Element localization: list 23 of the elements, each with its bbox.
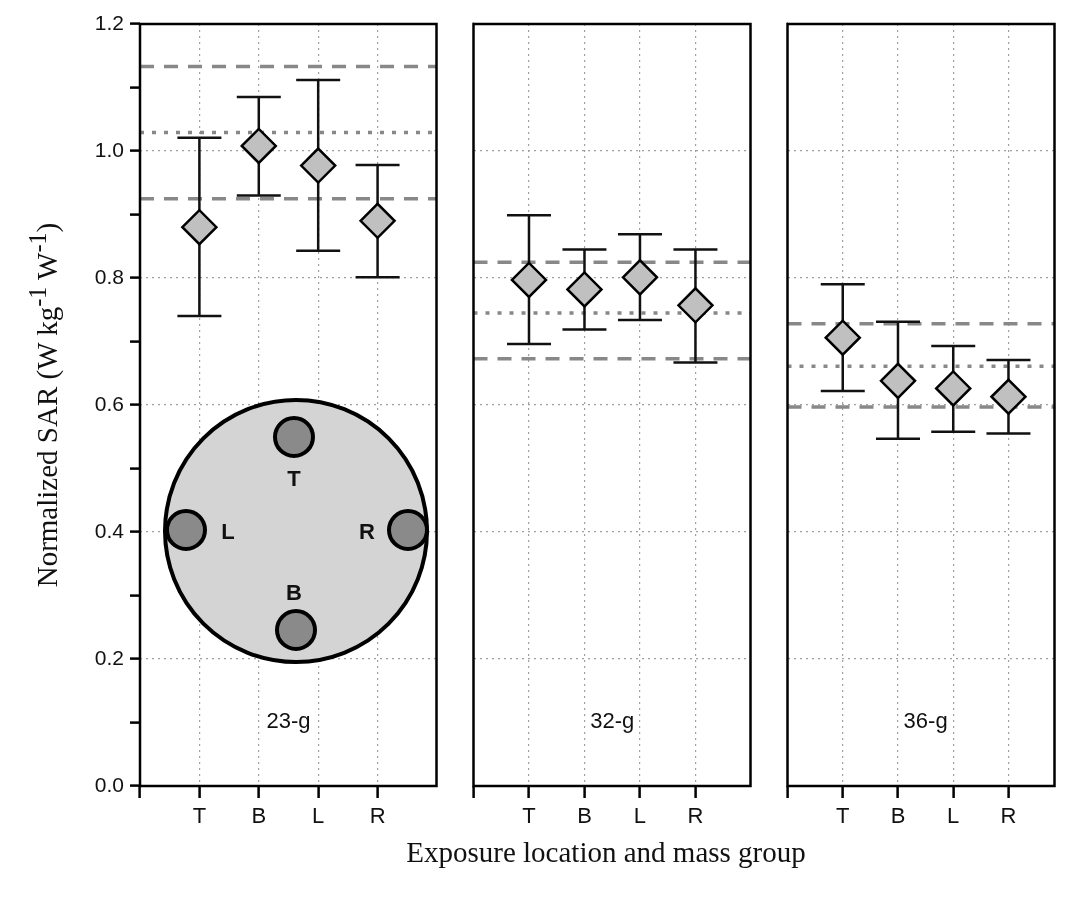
x-tick-label: L	[312, 803, 325, 829]
x-tick-label: R	[369, 803, 386, 829]
x-tick-label: B	[890, 803, 906, 829]
x-tick-label: L	[633, 803, 647, 829]
annotation: 32-g	[590, 708, 635, 734]
y-tick-label: 1.0	[94, 137, 124, 161]
x-tick-label: L	[947, 803, 960, 829]
y-tick-label: 0.4	[94, 518, 125, 542]
x-tick-label: T	[522, 803, 536, 829]
annotation: 36-g	[903, 708, 948, 734]
y-tick-label: 0.2	[94, 645, 124, 669]
x-tick-label: B	[577, 803, 592, 829]
y-tick-label: 0.0	[94, 772, 124, 796]
x-tick-label: R	[1000, 803, 1017, 829]
x-tick-label: R	[687, 803, 704, 829]
y-tick-label: 0.8	[94, 264, 124, 288]
x-tick-label: B	[251, 803, 267, 829]
annotation: 23-g	[266, 708, 311, 734]
y-tick-label: 0.6	[94, 391, 124, 415]
y-tick-label: 1.2	[94, 10, 124, 34]
x-axis-title: Exposure location and mass group	[406, 835, 806, 869]
x-tick-label: T	[836, 803, 850, 829]
x-tick-label: T	[192, 803, 207, 829]
